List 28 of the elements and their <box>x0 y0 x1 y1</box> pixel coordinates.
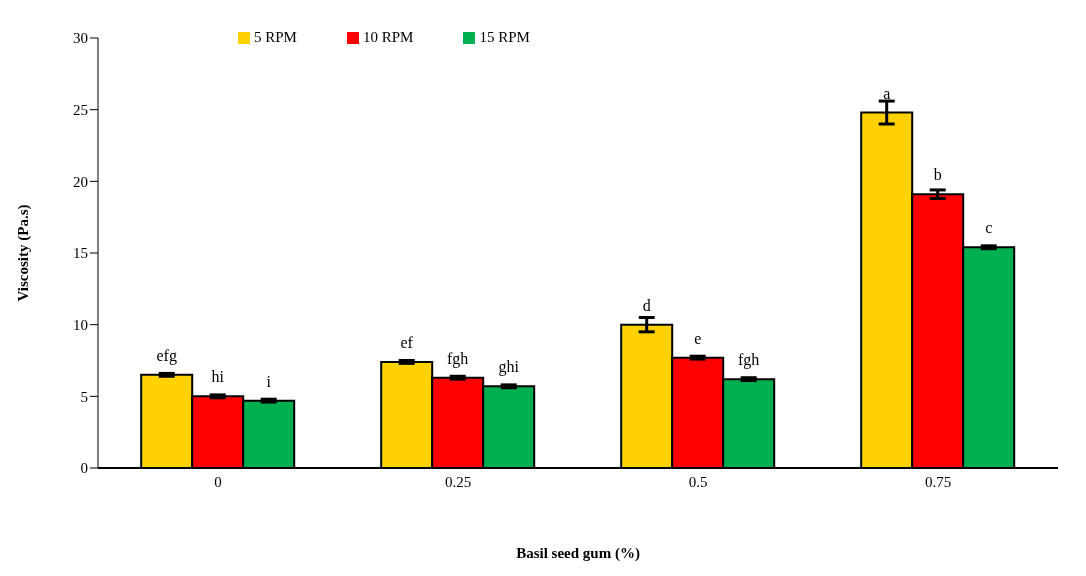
y-tick-label: 10 <box>73 316 88 333</box>
x-tick-label: 0.5 <box>688 473 708 490</box>
data-label: d <box>642 296 651 314</box>
data-label: e <box>694 329 702 347</box>
data-label: b <box>933 166 942 184</box>
y-tick-label: 25 <box>73 101 88 118</box>
x-tick-label: 0.25 <box>444 473 472 490</box>
x-tick-label: 0.75 <box>924 473 952 490</box>
data-label: c <box>985 219 993 237</box>
y-axis-title: Viscosity (Pa.s) <box>15 204 33 302</box>
y-tick-label: 0 <box>80 460 88 477</box>
data-label: efg <box>156 346 177 365</box>
y-tick-label: 15 <box>73 245 88 262</box>
data-label: ef <box>400 333 414 351</box>
data-label: hi <box>211 368 225 386</box>
data-label: fgh <box>447 349 469 368</box>
y-tick-label: 20 <box>73 173 88 190</box>
data-label: ghi <box>498 358 520 377</box>
legend-label: 5 RPM <box>254 29 297 45</box>
data-label: a <box>883 84 891 102</box>
legend-label: 10 RPM <box>362 29 414 45</box>
y-tick-label: 5 <box>80 388 88 405</box>
data-label: i <box>266 372 272 390</box>
x-tick-label: 0 <box>214 473 222 490</box>
x-axis-title: Basil seed gum (%) <box>516 545 640 562</box>
legend-label: 15 RPM <box>479 29 530 45</box>
data-label: fgh <box>738 351 760 370</box>
y-tick-label: 30 <box>73 30 88 47</box>
